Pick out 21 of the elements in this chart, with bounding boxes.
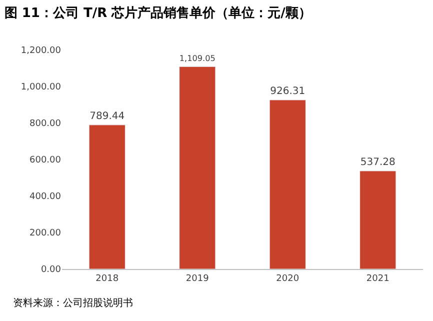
y-tick-label: 200.00	[30, 228, 62, 239]
bar	[269, 100, 306, 269]
y-tick-label: 1,000.00	[20, 82, 62, 93]
y-tick-label: 0.00	[40, 265, 62, 276]
data-label: 537.28	[360, 156, 396, 168]
bar	[88, 124, 126, 269]
x-tick-label: 2020	[276, 274, 300, 284]
y-tick-label: 600.00	[30, 156, 62, 166]
x-tick-label: 2019	[186, 274, 210, 284]
y-tick-label: 400.00	[30, 192, 62, 202]
x-tick-label: 2018	[96, 274, 119, 284]
x-tick-label: 2021	[366, 274, 390, 284]
text: 资料来源：公司招股说明书	[13, 297, 133, 309]
data-label: 1,109.05	[179, 53, 216, 64]
data-label: 789.44	[90, 110, 125, 122]
bar	[179, 66, 216, 269]
bar	[360, 170, 396, 269]
chart-title: 图 11：公司 T/R 芯片产品销售单价（单位：元/颗）	[4, 5, 312, 22]
data-label: 926.31	[270, 86, 306, 97]
y-tick-label: 800.00	[30, 119, 62, 130]
y-tick-label: 1,200.00	[20, 46, 62, 56]
